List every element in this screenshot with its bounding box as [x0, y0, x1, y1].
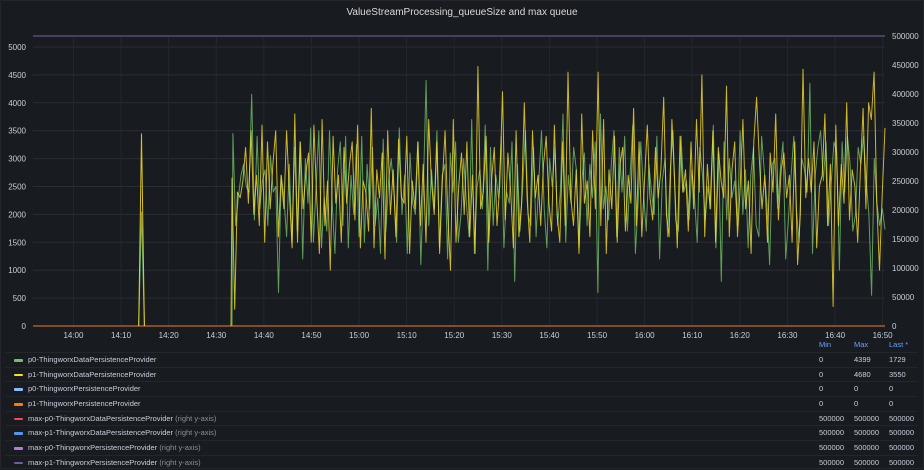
svg-text:15:50: 15:50	[587, 331, 608, 340]
series-color-swatch[interactable]	[14, 388, 23, 391]
legend-row-4[interactable]: max-p0-ThingworxDataPersistenceProvider …	[6, 410, 918, 426]
series-min: 0	[819, 384, 824, 394]
legend-header-max[interactable]: Max	[854, 340, 869, 349]
svg-text:3500: 3500	[8, 127, 26, 136]
svg-text:14:20: 14:20	[159, 331, 180, 340]
series-last: 500000	[889, 443, 915, 453]
svg-text:1000: 1000	[8, 266, 26, 275]
series-color-swatch[interactable]	[14, 417, 23, 421]
svg-text:500000: 500000	[892, 32, 919, 41]
legend-row-6[interactable]: max-p0-ThingworxPersistenceProvider (rig…	[6, 440, 918, 455]
series-last: 3550	[889, 369, 906, 379]
series-last: 500000	[889, 457, 915, 467]
svg-text:15:40: 15:40	[539, 331, 560, 340]
panel-title[interactable]: ValueStreamProcessing_queueSize and max …	[346, 7, 578, 18]
series-name[interactable]: max-p1-ThingworxDataPersistenceProvider …	[28, 428, 217, 438]
series-name[interactable]: p1-ThingworxPersistenceProvider	[28, 399, 141, 409]
series-color-swatch[interactable]	[14, 447, 23, 450]
series-max: 0	[854, 384, 859, 394]
svg-text:350000: 350000	[892, 119, 919, 128]
series-last: 500000	[889, 428, 915, 438]
svg-text:450000: 450000	[892, 61, 919, 70]
svg-text:15:20: 15:20	[444, 331, 465, 340]
svg-text:14:10: 14:10	[111, 331, 132, 340]
svg-text:50000: 50000	[892, 293, 915, 302]
svg-text:300000: 300000	[892, 148, 919, 157]
series-name[interactable]: p1-ThingworxDataPersistenceProvider	[28, 369, 157, 379]
series-min: 500000	[819, 457, 845, 467]
series-name[interactable]: max-p0-ThingworxDataPersistenceProvider …	[28, 413, 217, 423]
axis-suffix: (right y-axis)	[175, 428, 217, 438]
series-last: 0	[889, 384, 894, 394]
series-last: 500000	[889, 413, 915, 423]
series-min: 500000	[819, 413, 845, 423]
series-name[interactable]: max-p1-ThingworxPersistenceProvider (rig…	[28, 457, 201, 467]
series-color-swatch[interactable]	[14, 373, 23, 377]
series-last: 1729	[889, 355, 906, 364]
svg-text:15:10: 15:10	[397, 331, 418, 340]
svg-text:15:00: 15:00	[349, 331, 370, 340]
svg-text:14:40: 14:40	[254, 331, 275, 340]
svg-text:16:40: 16:40	[825, 331, 846, 340]
axis-suffix: (right y-axis)	[175, 413, 217, 423]
svg-text:0: 0	[892, 322, 897, 331]
series-name[interactable]: max-p0-ThingworxPersistenceProvider (rig…	[28, 443, 201, 453]
series-color-swatch[interactable]	[14, 461, 23, 465]
svg-text:3000: 3000	[8, 155, 26, 164]
svg-text:4500: 4500	[8, 71, 26, 80]
svg-text:16:20: 16:20	[730, 331, 751, 340]
series-max: 500000	[854, 428, 880, 438]
legend-header-last[interactable]: Last *	[889, 340, 909, 349]
svg-text:150000: 150000	[892, 235, 919, 244]
svg-text:400000: 400000	[892, 90, 919, 99]
series-max: 500000	[854, 443, 880, 453]
series-color-swatch[interactable]	[14, 359, 23, 362]
svg-text:4000: 4000	[8, 99, 26, 108]
series-color-swatch[interactable]	[14, 403, 23, 406]
legend-header-min[interactable]: Min	[819, 340, 832, 349]
series-min: 0	[819, 369, 824, 379]
svg-text:2500: 2500	[8, 183, 26, 192]
series-color-swatch[interactable]	[14, 432, 23, 435]
legend-header: Min Max Last *	[6, 338, 918, 352]
series-max: 0	[854, 399, 859, 409]
series-name[interactable]: p0-ThingworxDataPersistenceProvider	[28, 355, 157, 364]
series-name[interactable]: p0-ThingworxPersistenceProvider	[28, 384, 141, 394]
legend-row-1[interactable]: p1-ThingworxDataPersistenceProvider 0 46…	[6, 366, 918, 382]
legend-table: Min Max Last * p0-ThingworxDataPersisten…	[6, 338, 918, 470]
series-min: 500000	[819, 428, 845, 438]
svg-text:16:10: 16:10	[682, 331, 703, 340]
series-min: 0	[819, 399, 824, 409]
series-max: 500000	[854, 413, 880, 423]
svg-text:16:50: 16:50	[873, 331, 894, 340]
svg-text:200000: 200000	[892, 206, 919, 215]
svg-text:14:00: 14:00	[63, 331, 84, 340]
legend-row-7[interactable]: max-p1-ThingworxPersistenceProvider (rig…	[6, 454, 918, 470]
legend-row-0[interactable]: p0-ThingworxDataPersistenceProvider 0 43…	[6, 352, 918, 367]
svg-text:16:30: 16:30	[777, 331, 798, 340]
svg-text:0: 0	[22, 322, 27, 331]
svg-text:250000: 250000	[892, 177, 919, 186]
axis-suffix: (right y-axis)	[159, 457, 201, 467]
axis-suffix: (right y-axis)	[159, 443, 201, 453]
svg-text:15:30: 15:30	[492, 331, 513, 340]
legend-row-5[interactable]: max-p1-ThingworxDataPersistenceProvider …	[6, 425, 918, 440]
series-max: 4399	[854, 355, 871, 364]
legend-row-3[interactable]: p1-ThingworxPersistenceProvider 0 0 0	[6, 396, 918, 411]
time-series-chart[interactable]: 0 500 1000 1500 2000 2500 3000 3500 4000 4500 5000…	[0, 0, 924, 340]
series-max: 4680	[854, 369, 871, 379]
svg-text:100000: 100000	[892, 264, 919, 273]
series-min: 0	[819, 355, 824, 364]
svg-text:16:00: 16:00	[635, 331, 656, 340]
svg-text:1500: 1500	[8, 238, 26, 247]
series-max: 500000	[854, 457, 880, 467]
svg-text:2000: 2000	[8, 210, 26, 219]
svg-text:14:50: 14:50	[301, 331, 322, 340]
svg-text:500: 500	[13, 294, 27, 303]
series-min: 500000	[819, 443, 845, 453]
legend-row-2[interactable]: p0-ThingworxPersistenceProvider 0 0 0	[6, 381, 918, 396]
svg-text:5000: 5000	[8, 43, 26, 52]
series-last: 0	[889, 399, 894, 409]
svg-text:14:30: 14:30	[206, 331, 227, 340]
